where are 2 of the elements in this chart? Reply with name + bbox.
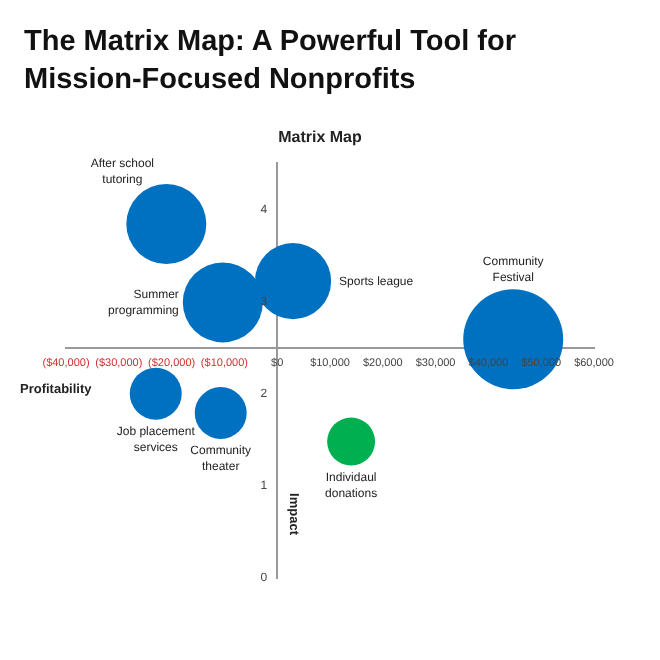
chart-subtitle: Matrix Map bbox=[278, 128, 362, 147]
chart-title: The Matrix Map: A Powerful Tool for Mission-Focused Nonprofits bbox=[24, 24, 518, 100]
